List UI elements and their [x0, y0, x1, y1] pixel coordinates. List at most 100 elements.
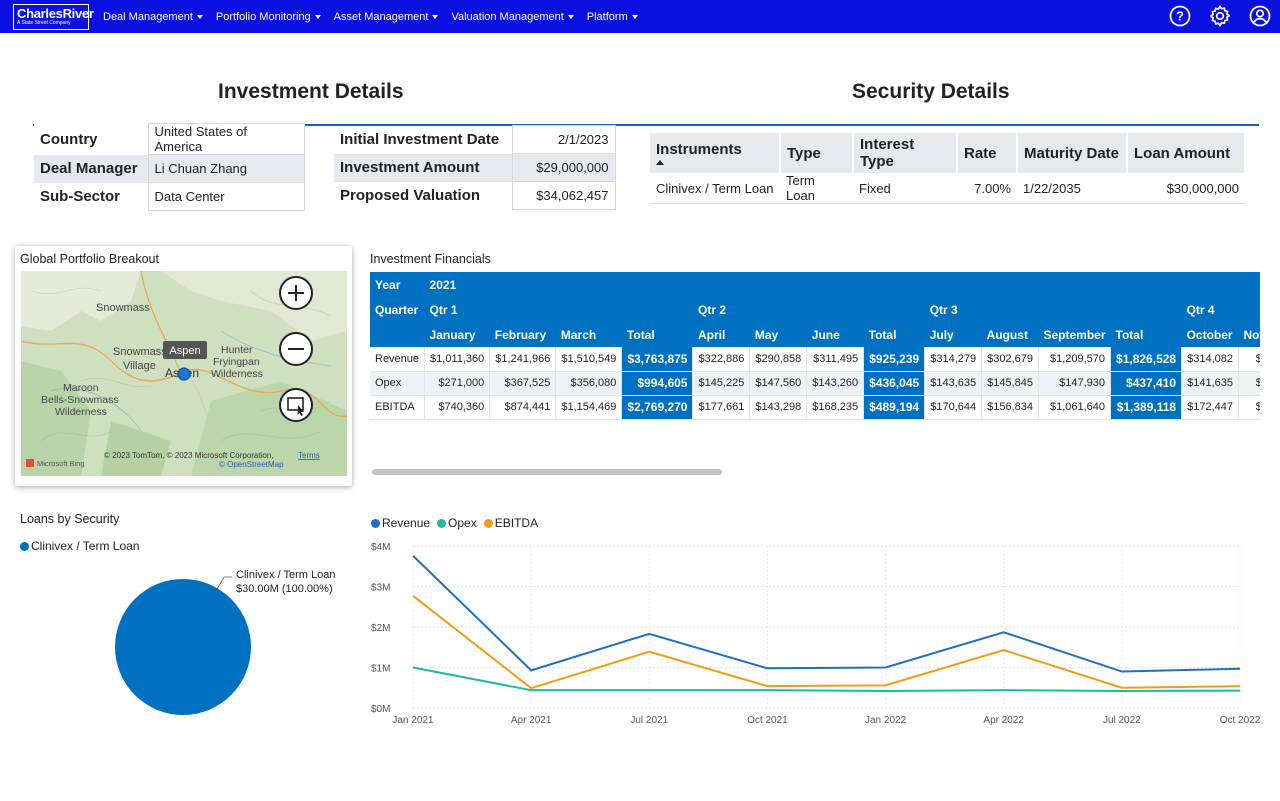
zoom-in-button[interactable]	[279, 276, 313, 310]
year-header-row: Year 2021	[370, 272, 1260, 297]
y-tick-label: $1M	[371, 664, 390, 675]
series-line-ebitda[interactable]	[412, 595, 1241, 690]
y-tick-label: $3M	[371, 583, 390, 594]
total-cell: $3,763,875	[621, 347, 694, 372]
chevron-down-icon	[314, 14, 321, 19]
quarter-1-header[interactable]: Qtr 1	[424, 297, 693, 322]
quarter-2-header[interactable]: Qtr 2	[692, 297, 925, 322]
maturity-date-cell: 1/22/2035	[1017, 173, 1127, 204]
pie-slice-clinivex-term-loan[interactable]	[115, 579, 251, 715]
month-header: October	[1181, 322, 1239, 347]
instruments-column-header[interactable]: Instruments	[650, 133, 781, 173]
country-value: United States of America	[147, 123, 305, 155]
gear-icon[interactable]	[1208, 4, 1232, 28]
map-osm-link[interactable]: © OpenStreetMap	[219, 460, 284, 469]
maturity-date-column-header[interactable]: Maturity Date	[1017, 133, 1128, 173]
legend-item-ebitda[interactable]: EBITDA	[483, 516, 538, 530]
x-tick-label: Apr 2021	[511, 715, 552, 726]
svg-text:?: ?	[1176, 9, 1184, 24]
table-row: Deal Manager Li Chuan Zhang	[34, 154, 305, 183]
year-value[interactable]: 2021	[424, 272, 1260, 297]
interest-type-column-header[interactable]: Interest Type	[853, 133, 958, 173]
chevron-down-icon	[631, 14, 638, 19]
value-cell: $311,495	[806, 347, 865, 372]
value-cell: $143,298	[749, 395, 808, 420]
pie-slice-label: Clinivex / Term Loan	[236, 569, 335, 581]
header-label: Rate	[964, 144, 997, 162]
help-icon[interactable]: ?	[1168, 4, 1192, 28]
nav-valuation-management[interactable]: Valuation Management	[451, 11, 574, 23]
zoom-out-button[interactable]	[279, 332, 313, 366]
quarter-label: Quarter	[370, 297, 425, 322]
header-label: Interest Type	[860, 136, 915, 170]
map-location-marker[interactable]	[177, 367, 191, 381]
rate-cell: 7.00%	[957, 173, 1017, 204]
opex-row: Opex $271,000 $367,525 $356,080 $994,605…	[370, 371, 1260, 396]
value-cell: $177,661	[692, 395, 751, 420]
value-cell: $168,235	[806, 395, 865, 420]
zoom-out-icon	[288, 348, 304, 350]
investment-details-title: Investment Details	[218, 80, 404, 103]
proposed-valuation-label: Proposed Valuation	[334, 181, 512, 210]
legend-item-revenue[interactable]: Revenue	[371, 516, 430, 530]
security-details-title: Security Details	[852, 80, 1010, 103]
value-cell: $314,082	[1181, 347, 1239, 372]
map-label-hunter-line2: Fryingpan	[213, 356, 260, 368]
value-cell: $290,858	[749, 347, 808, 372]
type-column-header[interactable]: Type	[780, 133, 854, 173]
month-header: September	[1038, 322, 1111, 347]
value-cell: $740,360	[424, 395, 491, 420]
pie-chart: Clinivex / Term Loan $30.00M (100.00%)	[115, 569, 335, 715]
month-header: July	[924, 322, 982, 347]
quarter-4-header[interactable]: Qtr 4	[1181, 297, 1260, 322]
nav-portfolio-monitoring[interactable]: Portfolio Monitoring	[216, 11, 321, 23]
initial-investment-date-value: 2/1/2023	[511, 125, 616, 154]
nav-deal-management[interactable]: Deal Management	[103, 11, 203, 23]
table-row: Sub-Sector Data Center	[34, 182, 305, 211]
select-area-button[interactable]	[279, 388, 313, 422]
x-tick-label: Jan 2022	[865, 715, 907, 726]
value-cell: $314,279	[924, 347, 983, 372]
legend-item[interactable]: Clinivex / Term Loan	[20, 539, 140, 553]
financials-line-chart: $0M $1M $2M $3M $4M Jan 2021 Apr 2021 Jul 2021…	[371, 542, 1260, 726]
charles-river-logo[interactable]: CharlesRiver A State Street Company	[13, 3, 94, 30]
value-cell: $1,061,640	[1038, 395, 1112, 420]
series-line-opex[interactable]	[412, 666, 1241, 692]
nav-platform[interactable]: Platform	[587, 11, 638, 23]
map-view[interactable]: Snowmass Snowmass Village Aspen Hunter F…	[21, 271, 347, 476]
total-cell: $437,410	[1110, 371, 1183, 396]
quarter-3-header[interactable]: Qtr 3	[924, 297, 1182, 322]
map-label-snowmass-village-line1: Snowmass	[113, 346, 167, 358]
user-icon[interactable]	[1248, 4, 1272, 28]
y-tick-label: $0M	[371, 704, 390, 715]
loan-amount-column-header[interactable]: Loan Amount	[1127, 133, 1246, 173]
security-details-table: Instruments Type Interest Type Rate Matu…	[650, 133, 1246, 204]
rate-column-header[interactable]: Rate	[957, 133, 1018, 173]
month-header: June	[806, 322, 864, 347]
row-label: Revenue	[370, 347, 426, 372]
map-terms-link[interactable]: Terms	[298, 451, 320, 460]
table-row[interactable]: Clinivex / Term Loan Term Loan Fixed 7.0…	[650, 173, 1245, 204]
line-chart-legend: Revenue Opex EBITDA	[371, 516, 545, 530]
series-line-revenue[interactable]	[412, 555, 1241, 673]
table-row: Initial Investment Date 2/1/2023	[334, 125, 616, 154]
map-label-snowmass: Snowmass	[96, 302, 150, 314]
nav-asset-management[interactable]: Asset Management	[334, 11, 439, 23]
pie-leader-line	[215, 576, 232, 592]
pie-slice-value-label: $30.00M (100.00%)	[236, 583, 333, 595]
table-row: Investment Amount $29,000,000	[334, 153, 616, 182]
x-tick-label: Jul 2022	[1103, 715, 1141, 726]
month-header: January	[424, 322, 490, 347]
logo-subtitle: A State Street Company	[17, 19, 71, 26]
map-label-maroon-line2: Bells-Snowmass	[41, 394, 119, 406]
value-cell: $1,154,469	[555, 395, 623, 420]
x-tick-label: Apr 2022	[983, 715, 1024, 726]
investment-financials-title: Investment Financials	[370, 252, 491, 266]
main-nav: Deal Management Portfolio Monitoring Ass…	[103, 11, 651, 23]
value-cell: $172,447	[1181, 395, 1239, 420]
financials-horizontal-scrollbar[interactable]	[372, 469, 722, 475]
legend-item-opex[interactable]: Opex	[437, 516, 477, 530]
legend-label: Revenue	[382, 516, 431, 530]
value-cell: $143,260	[806, 371, 865, 396]
sub-sector-value: Data Center	[147, 182, 305, 211]
